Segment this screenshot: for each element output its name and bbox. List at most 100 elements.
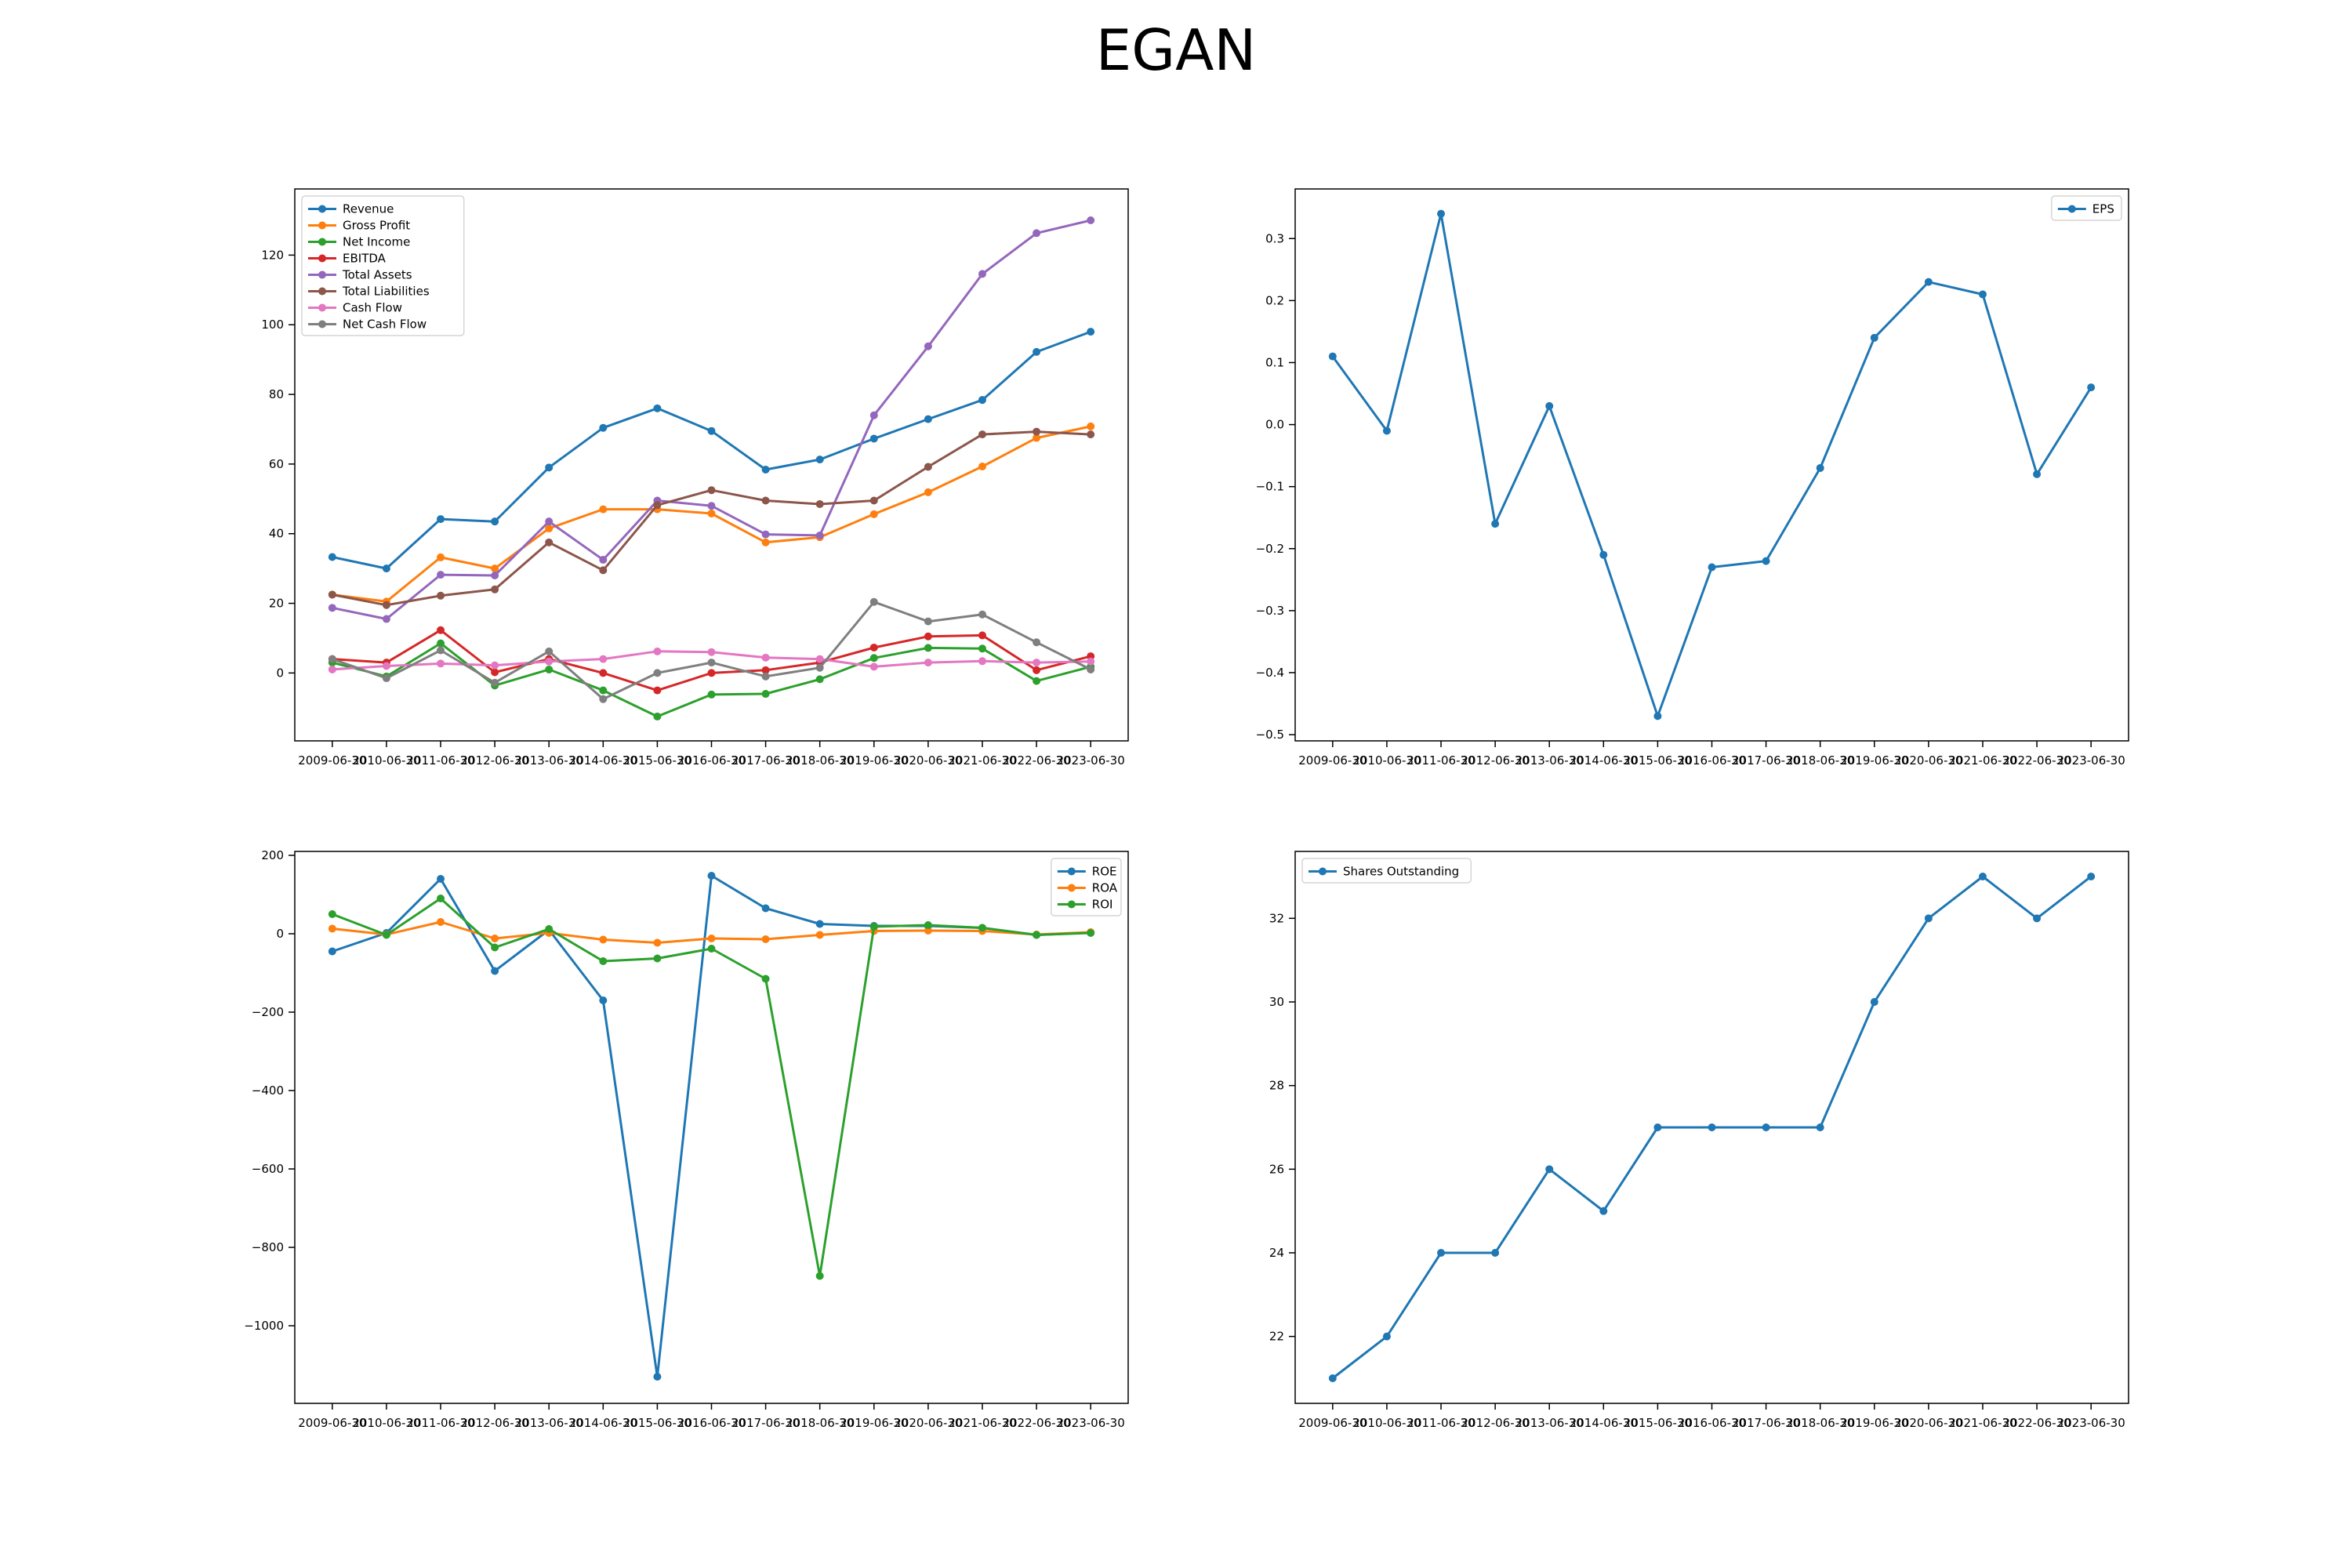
y-tick-label: −0.3 (1256, 604, 1284, 618)
y-tick-label: −400 (252, 1083, 284, 1098)
data-point (924, 659, 932, 667)
data-point (382, 615, 390, 623)
y-tick-label: 0.0 (1265, 418, 1284, 432)
x-tick-label: 2010-06-30 (1352, 753, 1421, 768)
x-tick-label: 2009-06-30 (1298, 1416, 1367, 1430)
x-tick-label: 2018-06-30 (786, 753, 854, 768)
data-point (707, 648, 716, 656)
data-point (328, 924, 336, 933)
legend-marker (318, 238, 326, 246)
x-tick-label: 2017-06-30 (731, 1416, 800, 1430)
data-point (1870, 333, 1878, 342)
y-tick-label: 0.1 (1265, 355, 1284, 369)
data-point (1762, 1123, 1770, 1131)
x-tick-label: 2015-06-30 (623, 753, 691, 768)
x-tick-label: 2011-06-30 (1406, 1416, 1475, 1430)
x-tick-label: 2014-06-30 (569, 753, 637, 768)
data-point (869, 662, 878, 671)
data-point (1033, 347, 1041, 356)
x-tick-label: 2021-06-30 (1948, 1416, 2016, 1430)
data-point (545, 925, 554, 933)
legend-label-roe: ROE (1092, 865, 1117, 879)
x-tick-label: 2012-06-30 (461, 753, 529, 768)
data-point (599, 669, 608, 677)
data-point (382, 662, 390, 670)
data-point (1545, 401, 1554, 410)
y-tick-label: −0.5 (1256, 728, 1284, 742)
data-point (545, 524, 554, 533)
axes: −1000 −800 −600 −400 −200 0 200 2009-06-302010-… (244, 848, 1125, 1430)
x-tick-label: 2016-06-30 (1678, 1416, 1746, 1430)
data-point (978, 430, 986, 439)
x-tick-label: 2023-06-30 (2057, 1416, 2125, 1430)
plot-frame (1294, 851, 2129, 1404)
legend-marker (1067, 900, 1076, 909)
data-point (1762, 557, 1770, 565)
x-tick-label: 2016-06-30 (677, 1416, 746, 1430)
x-tick-label: 2014-06-30 (1570, 753, 1638, 768)
data-point (815, 1272, 824, 1280)
data-point (491, 668, 499, 677)
data-point (707, 935, 716, 942)
data-point (869, 923, 878, 931)
data-point (761, 904, 770, 913)
data-point (1491, 1249, 1500, 1257)
data-point (1599, 1207, 1608, 1215)
data-point (761, 975, 770, 983)
data-point (869, 411, 878, 419)
data-point (599, 957, 608, 965)
data-point (978, 631, 986, 640)
legend-marker (1319, 867, 1327, 876)
data-point (869, 654, 878, 662)
data-point (978, 270, 986, 278)
data-point (978, 396, 986, 405)
data-point (761, 672, 770, 681)
x-tick-label: 2019-06-30 (840, 1416, 908, 1430)
x-tick-label: 2013-06-30 (1515, 753, 1584, 768)
series-cash-flow (328, 647, 1095, 673)
data-point (707, 659, 716, 667)
x-tick-label: 2022-06-30 (1002, 1416, 1070, 1430)
x-tick-label: 2011-06-30 (1406, 753, 1475, 768)
plot-frame (1294, 188, 2129, 742)
data-point (869, 510, 878, 518)
data-point (707, 690, 716, 699)
x-tick-label: 2023-06-30 (1057, 753, 1125, 768)
data-point (491, 517, 499, 526)
x-tick-label: 2014-06-30 (569, 1416, 637, 1430)
x-tick-label: 2009-06-30 (298, 753, 366, 768)
x-tick-label: 2011-06-30 (406, 1416, 474, 1430)
legend-label-total-assets: Total Assets (342, 268, 412, 282)
legend-label-ebitda: EBITDA (343, 252, 387, 266)
data-point (437, 515, 445, 524)
data-point (1545, 1165, 1554, 1174)
x-tick-label: 2015-06-30 (1624, 753, 1692, 768)
data-point (1033, 659, 1041, 667)
data-point (437, 591, 445, 600)
data-point (382, 601, 390, 609)
y-tick-label: 0 (276, 666, 284, 680)
data-point (1437, 209, 1446, 218)
data-point (924, 463, 932, 471)
data-point (437, 626, 445, 634)
y-tick-label: 0.2 (1265, 293, 1284, 307)
data-point (599, 566, 608, 575)
data-point (707, 872, 716, 880)
data-point (1708, 1123, 1716, 1131)
data-point (328, 590, 336, 599)
data-point (869, 496, 878, 505)
data-point (1708, 563, 1716, 572)
legend-label-eps: EPS (2092, 202, 2114, 216)
data-point (978, 657, 986, 666)
x-tick-label: 2021-06-30 (948, 1416, 1016, 1430)
data-point (815, 655, 824, 663)
x-tick-label: 2021-06-30 (948, 753, 1016, 768)
data-point (1087, 665, 1095, 673)
data-point (437, 639, 445, 648)
legend-box (301, 195, 465, 336)
data-point (761, 690, 770, 699)
data-point (1328, 1374, 1337, 1382)
data-point (1924, 914, 1933, 923)
